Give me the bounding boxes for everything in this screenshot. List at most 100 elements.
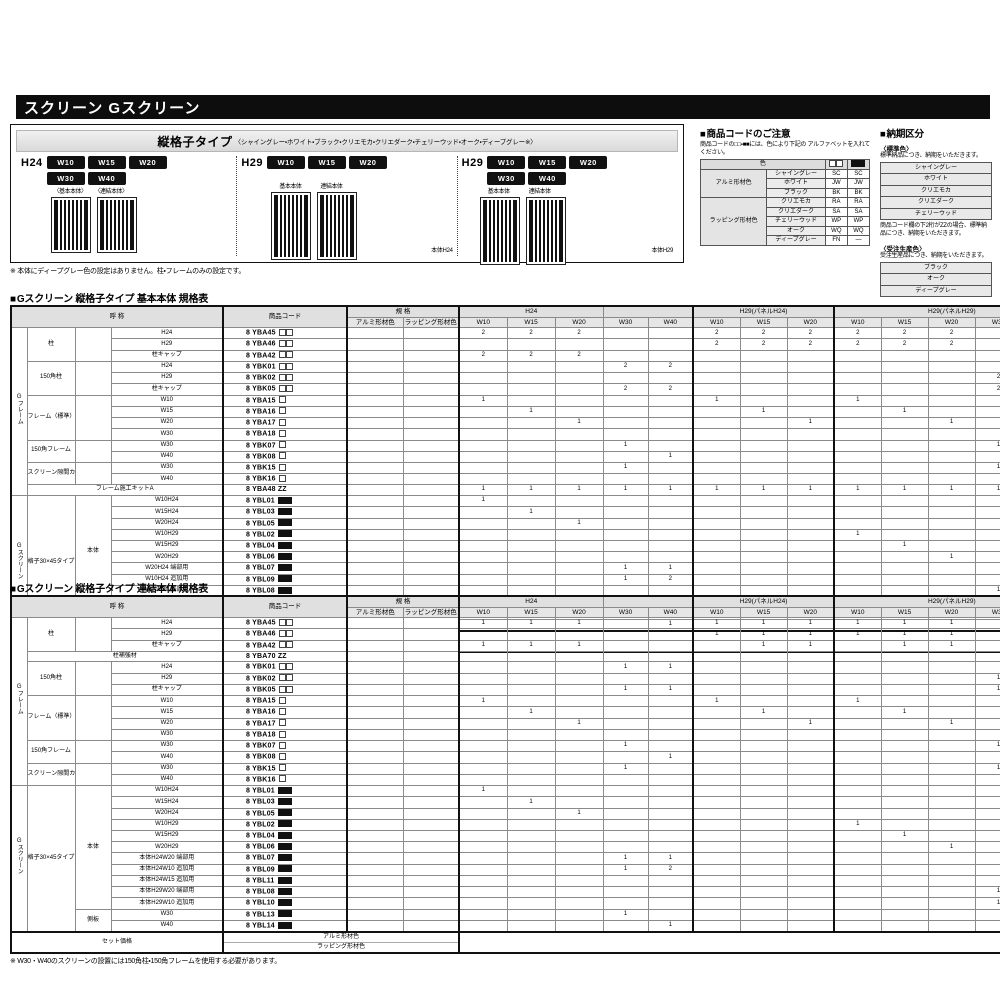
product-code: 8 YBK02 [222,372,348,385]
qty-cell [786,695,835,708]
qty-cell [458,897,508,910]
spec-row: 150角フレーム W30 8 YBK07 1 1 [11,740,1000,764]
code-chip-white [278,753,286,762]
spec-wrap-cell [402,450,460,464]
row-name: W20H24 端部用 [110,562,224,575]
qty-cell [786,405,835,419]
qty-cell [927,762,976,775]
qty-cell [880,695,929,708]
qty-cell [927,897,976,910]
qty-cell [974,517,1000,530]
product-code: 8 YBL14 [222,919,348,933]
spec-alumi-cell [346,428,404,441]
order-color-item: ブラック [880,261,992,275]
qty-cell [880,661,929,674]
qty-cell [692,562,741,575]
qty-cell: 2 [974,372,1000,385]
col-header-wrap-color: ラッピング形材色 [402,316,460,329]
qty-cell: 2 [506,327,556,340]
size-pill[interactable]: W30 [46,172,85,185]
black-square-icon [277,797,285,805]
qty-cell [739,773,788,787]
col-head-black-square [846,159,871,170]
qty-cell [692,919,741,933]
qty-cell: 1 [506,484,556,497]
qty-cell [927,506,976,519]
qty-cell [602,372,649,385]
white-square-icon [836,160,844,168]
qty-cell: 1 [647,661,694,674]
qty-cell [927,706,976,719]
spec-alumi-cell [346,405,404,419]
qty-cell [647,818,694,832]
col-header-wrap-color: ラッピング形材色 [402,606,460,619]
col-header-width: W30 [974,606,1000,619]
qty-cell [692,908,741,921]
qty-cell [647,617,694,630]
qty-cell [458,807,508,820]
size-pill[interactable]: W10 [267,156,306,169]
spec-alumi-cell [346,751,404,764]
col-header-width: W20 [554,606,604,619]
qty-cell [739,417,788,430]
black-square-icon [284,496,292,504]
spec-row: W15H29 8 YBL04 1 [11,829,1000,843]
qty-cell [739,717,788,730]
size-pill[interactable]: W40 [87,172,126,185]
qty-cell: 1 [880,405,929,419]
qty-cell [554,439,604,452]
size-pill[interactable]: W10 [46,156,85,169]
size-pill[interactable]: W15 [308,156,347,169]
qty-cell [554,672,604,685]
spec-wrap-cell [402,394,460,407]
qty-cell [692,528,741,542]
size-pill[interactable]: W40 [528,172,567,185]
qty-cell: 2 [880,338,929,351]
row-name: W40 [110,751,224,764]
size-pill[interactable]: W30 [487,172,526,185]
col-header-width: W15 [880,606,929,619]
qty-cell [974,706,1000,719]
black-square-icon [284,552,292,560]
size-pill[interactable]: W10 [487,156,526,169]
qty-cell [554,383,604,396]
color-code-black: WP [846,216,871,227]
code-chip-black [277,831,292,841]
spec-wrap-cell [402,551,460,564]
size-pill[interactable]: W20 [349,156,388,169]
qty-cell [692,728,741,742]
row-name: 柱キャップ [110,349,224,362]
qty-cell [692,706,741,719]
qty-cell [458,863,508,876]
spec-alumi-cell [346,706,404,719]
qty-cell [786,450,835,464]
col-header-width: W10 [833,316,882,329]
spec-alumi-cell [346,551,404,564]
qty-cell [974,417,1000,430]
qty-cell [692,639,741,652]
qty-cell [739,807,788,820]
spec-alumi-cell [346,383,404,396]
qty-cell [506,740,556,753]
qty-cell: 1 [554,717,604,730]
qty-cell [647,417,694,430]
product-code: 8 YBA18 [222,428,348,441]
spec-alumi-cell [346,461,404,475]
col-header-width: W20 [554,316,604,329]
size-pill[interactable]: W15 [87,156,126,169]
qty-cell [927,539,976,553]
qty-cell [739,539,788,553]
qty-cell [833,706,882,719]
product-code: 8 YBA46 [222,628,348,641]
screen-figure-basic [479,197,520,265]
qty-cell: 1 [786,417,835,430]
size-pill[interactable]: W15 [528,156,567,169]
spec-row: W20 8 YBA17 1 1 1 [11,717,1000,730]
spec-alumi-cell [346,661,404,674]
size-pill[interactable]: W20 [128,156,167,169]
size-pill[interactable]: W20 [569,156,608,169]
